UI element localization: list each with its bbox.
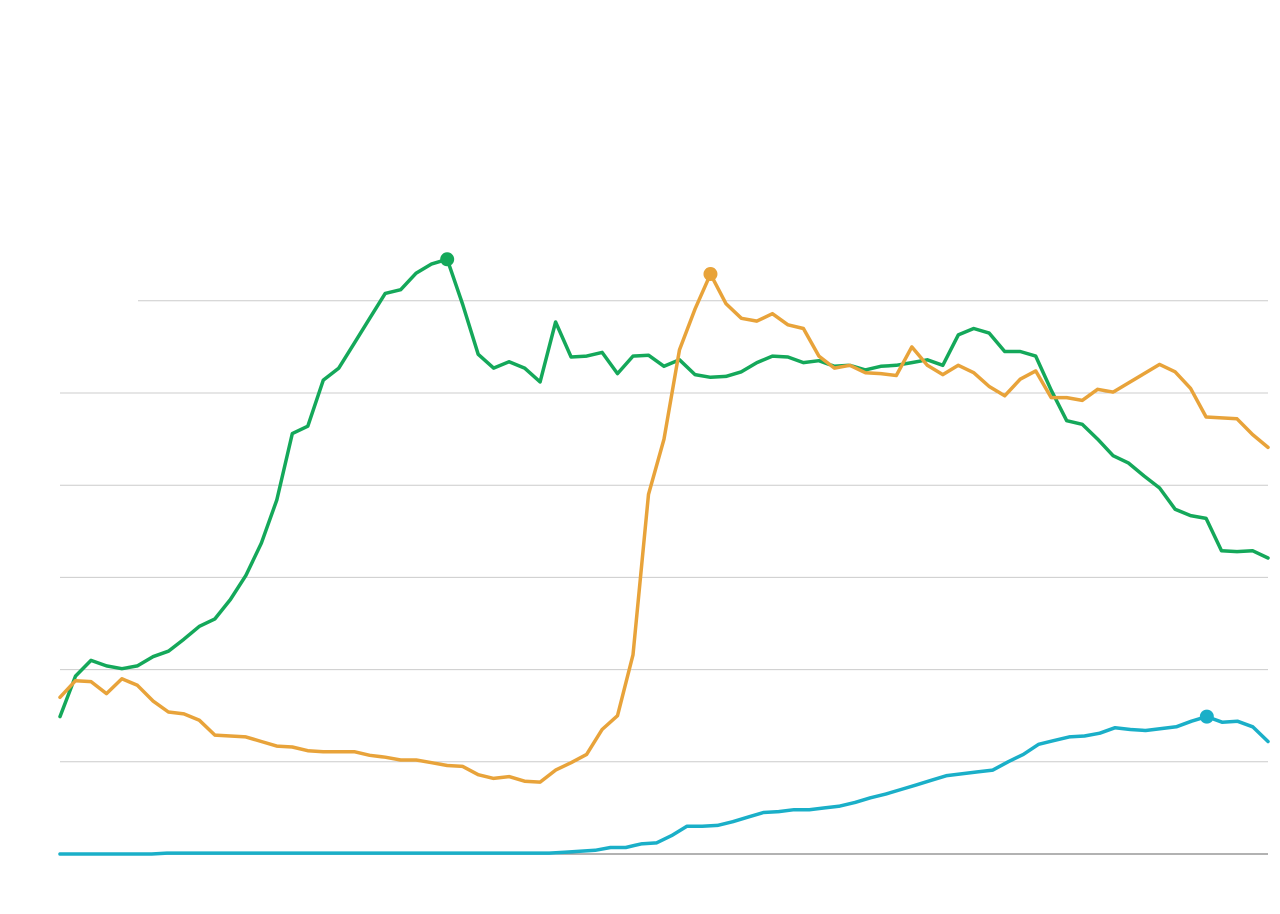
peak-marker-2 bbox=[703, 267, 718, 282]
peak-marker-1 bbox=[440, 252, 455, 267]
series-line-1 bbox=[58, 257, 1270, 719]
series-group bbox=[58, 257, 1270, 856]
gridlines bbox=[60, 300, 1268, 855]
peak-marker-3 bbox=[1199, 709, 1214, 724]
series-line-3 bbox=[58, 714, 1270, 856]
peak-markers bbox=[440, 252, 1214, 724]
series-line-2 bbox=[58, 272, 1270, 784]
